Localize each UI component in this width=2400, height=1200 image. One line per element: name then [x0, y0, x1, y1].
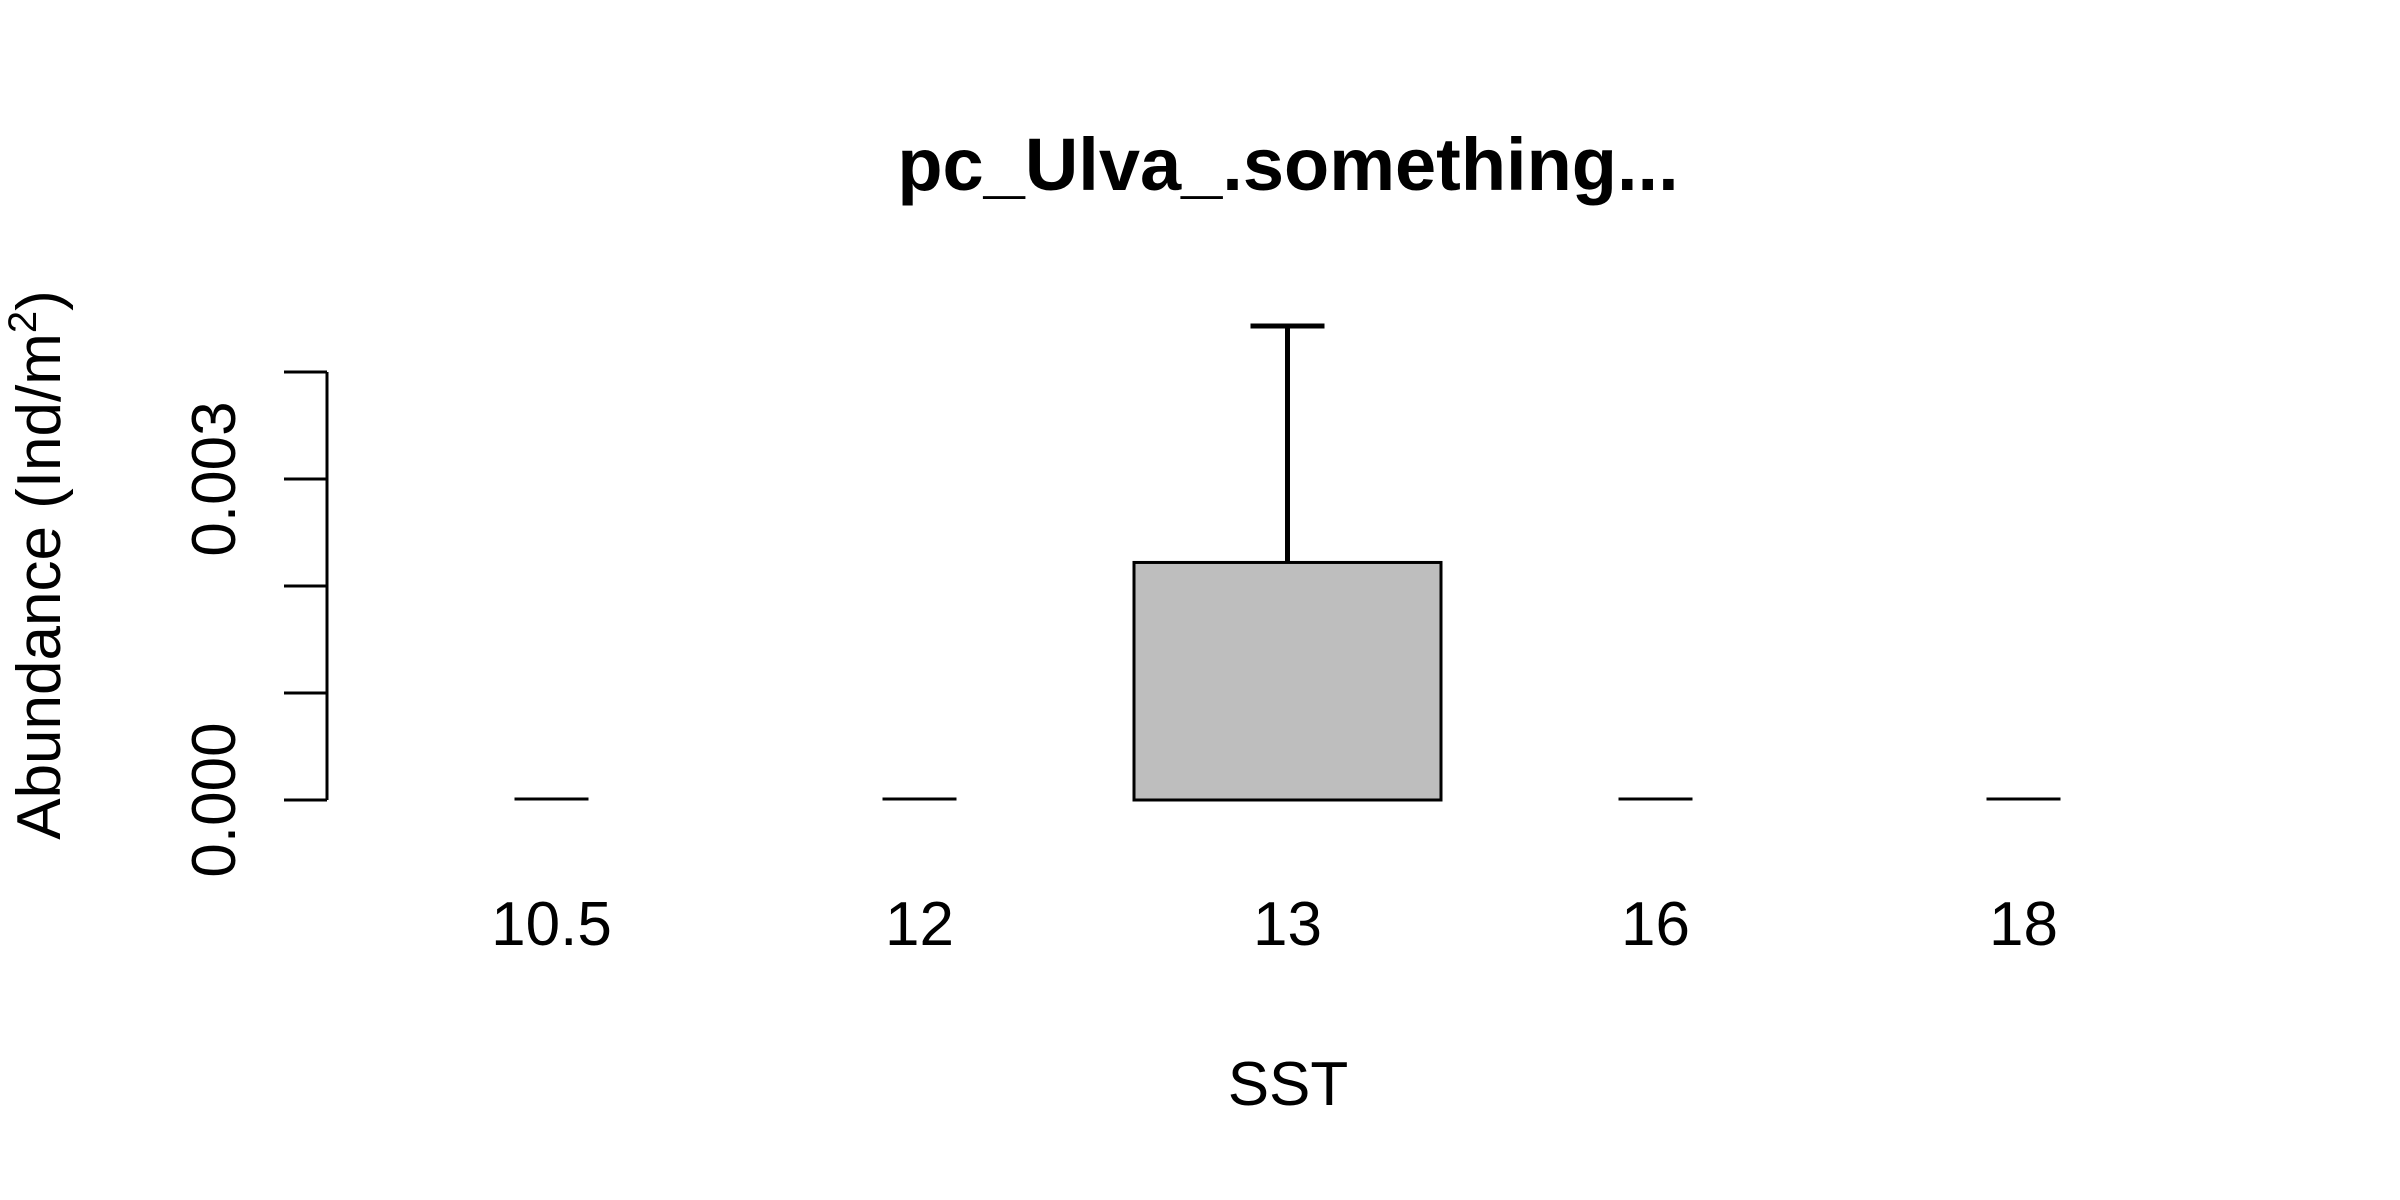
y-axis-label-main: Abundance (Ind/m: [5, 333, 74, 840]
y-axis-label: Abundance (Ind/m2): [1, 290, 74, 840]
bar-13: [1132, 560, 1443, 802]
x-tick-label-10.5: 10.5: [491, 890, 612, 959]
x-tick-label-16: 16: [1621, 890, 1690, 959]
chart-title: pc_Ulva_.something...: [897, 123, 1678, 206]
x-tick-label-12: 12: [885, 890, 954, 959]
x-tick-labels: 10.5 12 13 16 18: [491, 890, 2058, 959]
y-tick-label: 0.000: [180, 722, 249, 877]
error-bars: [514, 323, 2061, 801]
y-tick-label: 0.003: [180, 401, 249, 556]
x-tick-label-18: 18: [1989, 890, 2058, 959]
y-axis: 0.000 0.003: [180, 370, 329, 878]
bars: [1132, 560, 1443, 802]
x-tick-label-13: 13: [1253, 890, 1322, 959]
y-axis-label-superscript: 2: [1, 311, 45, 333]
y-axis-label-close: ): [5, 290, 74, 311]
x-axis-label: SST: [1228, 1050, 1349, 1119]
